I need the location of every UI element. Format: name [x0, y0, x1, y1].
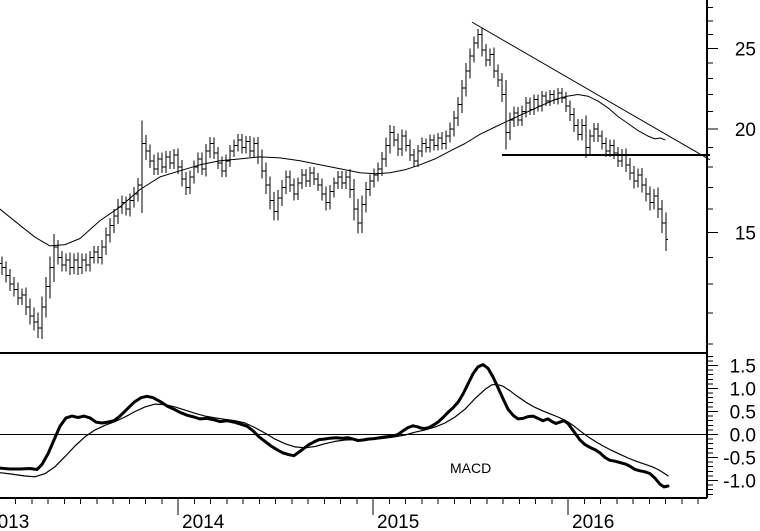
- macd-axis-tick-label: -1.0: [723, 472, 756, 493]
- macd-axis-tick-label: 0.5: [730, 403, 756, 424]
- x-axis-year-label: 2013: [0, 512, 29, 531]
- ohlc-bars: [0, 28, 668, 340]
- macd-axis-tick-label: -0.5: [723, 449, 756, 470]
- x-axis-year-label: 2014: [182, 512, 225, 531]
- x-axis-year-label: 2015: [377, 512, 419, 531]
- macd-line: [0, 363, 670, 489]
- price-axis-tick-label: 20: [735, 120, 756, 141]
- price-panel: [0, 21, 711, 340]
- price-axis-tick-label: 15: [735, 223, 756, 244]
- x-axis-year-label: 2016: [572, 512, 614, 531]
- macd-axis-tick-label: 1.0: [730, 380, 756, 401]
- macd-label: MACD: [450, 460, 491, 476]
- macd-panel: [0, 363, 707, 489]
- macd-axis-tick-label: 0.0: [730, 426, 756, 447]
- moving-average-line: [0, 94, 666, 247]
- price-axis-tick-label: 25: [735, 40, 756, 61]
- descending-trendline: [471, 21, 711, 161]
- macd-axis-tick-label: 1.5: [730, 357, 756, 378]
